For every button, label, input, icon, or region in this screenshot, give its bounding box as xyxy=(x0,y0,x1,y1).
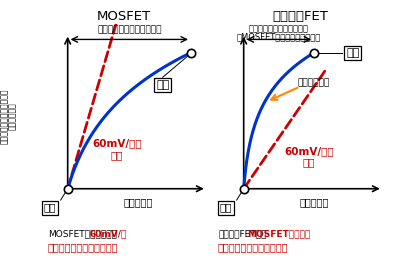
Text: オンさせるのに必要な電圧: オンさせるのに必要な電圧 xyxy=(249,25,309,33)
Text: トンネルFETは、: トンネルFETは、 xyxy=(218,229,266,238)
Title: MOSFET: MOSFET xyxy=(97,10,151,23)
Text: 60mV/桁の
傾き: 60mV/桁の 傾き xyxy=(92,138,142,160)
Text: MOSFETは、最低でも: MOSFETは、最低でも xyxy=(48,229,117,238)
Text: より急な傾き: より急な傾き xyxy=(298,78,330,87)
Text: オン: オン xyxy=(156,80,169,90)
Text: （MOSFETより小さくて済む）: （MOSFETより小さくて済む） xyxy=(237,32,321,41)
Text: 60mV/桁の
傾き: 60mV/桁の 傾き xyxy=(284,146,334,167)
Text: より急な傾きでオンできる: より急な傾きでオンできる xyxy=(218,242,288,252)
Text: ゲート電圧: ゲート電圧 xyxy=(299,198,329,208)
Text: の傾きでしかオンできない: の傾きでしかオンできない xyxy=(48,242,118,252)
Text: ゲート電圧: ゲート電圧 xyxy=(123,198,153,208)
Text: （対数表示）: （対数表示） xyxy=(8,102,16,130)
Text: トランジスタを流れる電流: トランジスタを流れる電流 xyxy=(0,88,9,144)
Text: 60mV/桁: 60mV/桁 xyxy=(90,229,127,238)
Text: オフ: オフ xyxy=(44,202,56,213)
Title: トンネルFET: トンネルFET xyxy=(272,10,328,23)
Text: オフ: オフ xyxy=(220,202,232,213)
Text: オン: オン xyxy=(346,48,360,58)
Text: MOSFETの最低値: MOSFETの最低値 xyxy=(247,229,310,238)
Text: オンさせるのに必要な電圧: オンさせるのに必要な電圧 xyxy=(97,25,162,35)
